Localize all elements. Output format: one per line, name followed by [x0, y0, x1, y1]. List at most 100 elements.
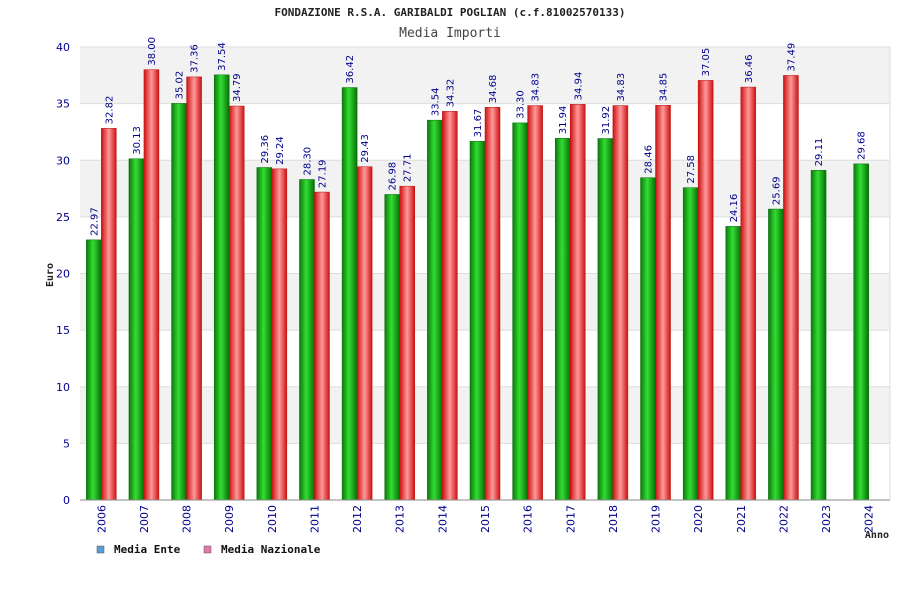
- y-tick-label: 20: [56, 268, 70, 281]
- x-tick-label: 2007: [138, 505, 151, 533]
- bar-media-ente: [853, 163, 869, 501]
- bar-media-nazionale: [484, 106, 501, 501]
- x-axis-ticks: 2006 2007 2008 2009 2010 2011 2012 2013 2014 2015…: [95, 505, 875, 533]
- data-label: 34.79: [232, 73, 243, 102]
- y-axis-label: Euro: [45, 263, 56, 287]
- y-tick-label: 40: [56, 41, 70, 54]
- legend-label-media-nazionale: Media Nazionale: [221, 543, 321, 556]
- data-label: 37.36: [190, 44, 201, 73]
- bar-media-ente: [725, 226, 742, 501]
- data-label: 31.67: [473, 109, 484, 138]
- bar-media-ente: [427, 119, 443, 501]
- data-label: 28.30: [302, 147, 313, 176]
- bar-media-nazionale: [612, 105, 629, 501]
- data-label: 29.36: [260, 135, 271, 164]
- x-tick-label: 2019: [650, 505, 663, 533]
- y-tick-label: 25: [56, 211, 70, 224]
- data-label: 29.24: [275, 136, 286, 165]
- data-label: 28.46: [644, 145, 655, 174]
- y-axis-ticks: 0 5 10 15 20 25 30 35 40: [56, 41, 70, 507]
- data-label: 34.85: [659, 73, 670, 102]
- bar-media-ente: [213, 74, 230, 501]
- data-label: 33.54: [430, 88, 441, 117]
- data-label: 31.92: [601, 106, 612, 135]
- x-tick-label: 2013: [394, 505, 407, 533]
- data-label: 38.00: [147, 37, 158, 66]
- bar-media-nazionale: [570, 104, 586, 501]
- data-label: 29.43: [360, 134, 371, 163]
- data-label: 36.46: [744, 54, 755, 83]
- x-tick-label: 2022: [777, 505, 790, 533]
- legend-label-media-ente: Media Ente: [114, 543, 181, 556]
- chart-subtitle: Media Importi: [399, 26, 501, 41]
- data-label: 24.16: [729, 194, 740, 223]
- legend-swatch-media-ente: [96, 545, 105, 554]
- chart-title: FONDAZIONE R.S.A. GARIBALDI POGLIAN (c.f…: [275, 6, 626, 19]
- bars: 22.97 32.82 30.13 38.00 35.02 37.36 37.54 34.79…: [86, 37, 869, 501]
- bar-media-ente: [469, 141, 486, 501]
- x-tick-label: 2023: [820, 505, 833, 533]
- data-label: 29.68: [857, 131, 868, 160]
- bar-media-ente: [171, 103, 187, 501]
- bar-media-nazionale: [101, 128, 117, 501]
- x-tick-label: 2008: [181, 505, 194, 533]
- bar-media-ente: [810, 170, 827, 501]
- x-tick-label: 2015: [479, 505, 492, 533]
- bar-media-nazionale: [228, 105, 245, 501]
- x-tick-label: 2006: [95, 505, 108, 533]
- data-label: 27.58: [686, 155, 697, 184]
- data-label: 30.13: [132, 126, 143, 155]
- bar-media-nazionale: [271, 168, 288, 501]
- bar-media-ente: [597, 138, 614, 501]
- y-tick-label: 30: [56, 154, 70, 167]
- x-tick-label: 2012: [351, 505, 364, 533]
- y-tick-label: 35: [56, 98, 70, 111]
- bar-media-ente: [682, 187, 699, 501]
- x-axis-label: Anno: [865, 530, 889, 541]
- bar-media-ente: [768, 208, 784, 501]
- bar-media-nazionale: [143, 69, 160, 501]
- bar-media-ente: [384, 194, 400, 501]
- data-label: 26.98: [388, 162, 399, 191]
- y-tick-label: 10: [56, 381, 70, 394]
- x-tick-label: 2021: [735, 505, 748, 533]
- data-label: 34.83: [531, 73, 542, 102]
- bar-media-ente: [256, 167, 273, 501]
- data-label: 35.02: [175, 71, 186, 100]
- bar-media-nazionale: [399, 185, 415, 501]
- bar-media-ente: [128, 158, 145, 501]
- legend-swatch-media-nazionale: [203, 545, 212, 554]
- data-label: 22.97: [89, 207, 100, 236]
- x-tick-label: 2014: [436, 505, 449, 533]
- bar-media-nazionale: [442, 111, 458, 501]
- bar-media-nazionale: [527, 105, 543, 501]
- x-tick-label: 2020: [692, 505, 705, 533]
- data-label: 34.83: [616, 73, 627, 102]
- bar-media-nazionale: [186, 76, 202, 501]
- data-label: 37.05: [701, 48, 712, 77]
- x-tick-label: 2010: [266, 505, 279, 533]
- x-tick-label: 2016: [522, 505, 535, 533]
- x-tick-label: 2018: [607, 505, 620, 533]
- y-tick-label: 15: [56, 324, 70, 337]
- data-label: 36.42: [345, 55, 356, 84]
- data-label: 31.94: [558, 106, 569, 135]
- bar-media-nazionale: [783, 75, 799, 501]
- bar-media-nazionale: [740, 86, 757, 501]
- data-label: 34.68: [488, 75, 499, 104]
- x-tick-label: 2017: [564, 505, 577, 533]
- data-label: 34.32: [445, 79, 456, 108]
- bar-media-ente: [555, 138, 571, 501]
- data-label: 34.94: [573, 72, 584, 101]
- data-label: 37.54: [217, 42, 228, 71]
- bar-media-nazionale: [314, 191, 330, 501]
- data-label: 37.49: [786, 43, 797, 72]
- bar-media-ente: [341, 87, 358, 501]
- bar-media-nazionale: [655, 105, 671, 501]
- x-tick-label: 2009: [223, 505, 236, 533]
- data-label: 27.19: [317, 159, 328, 188]
- data-label: 29.11: [814, 138, 825, 167]
- bar-media-nazionale: [697, 80, 714, 501]
- legend: Media Ente Media Nazionale: [96, 543, 321, 556]
